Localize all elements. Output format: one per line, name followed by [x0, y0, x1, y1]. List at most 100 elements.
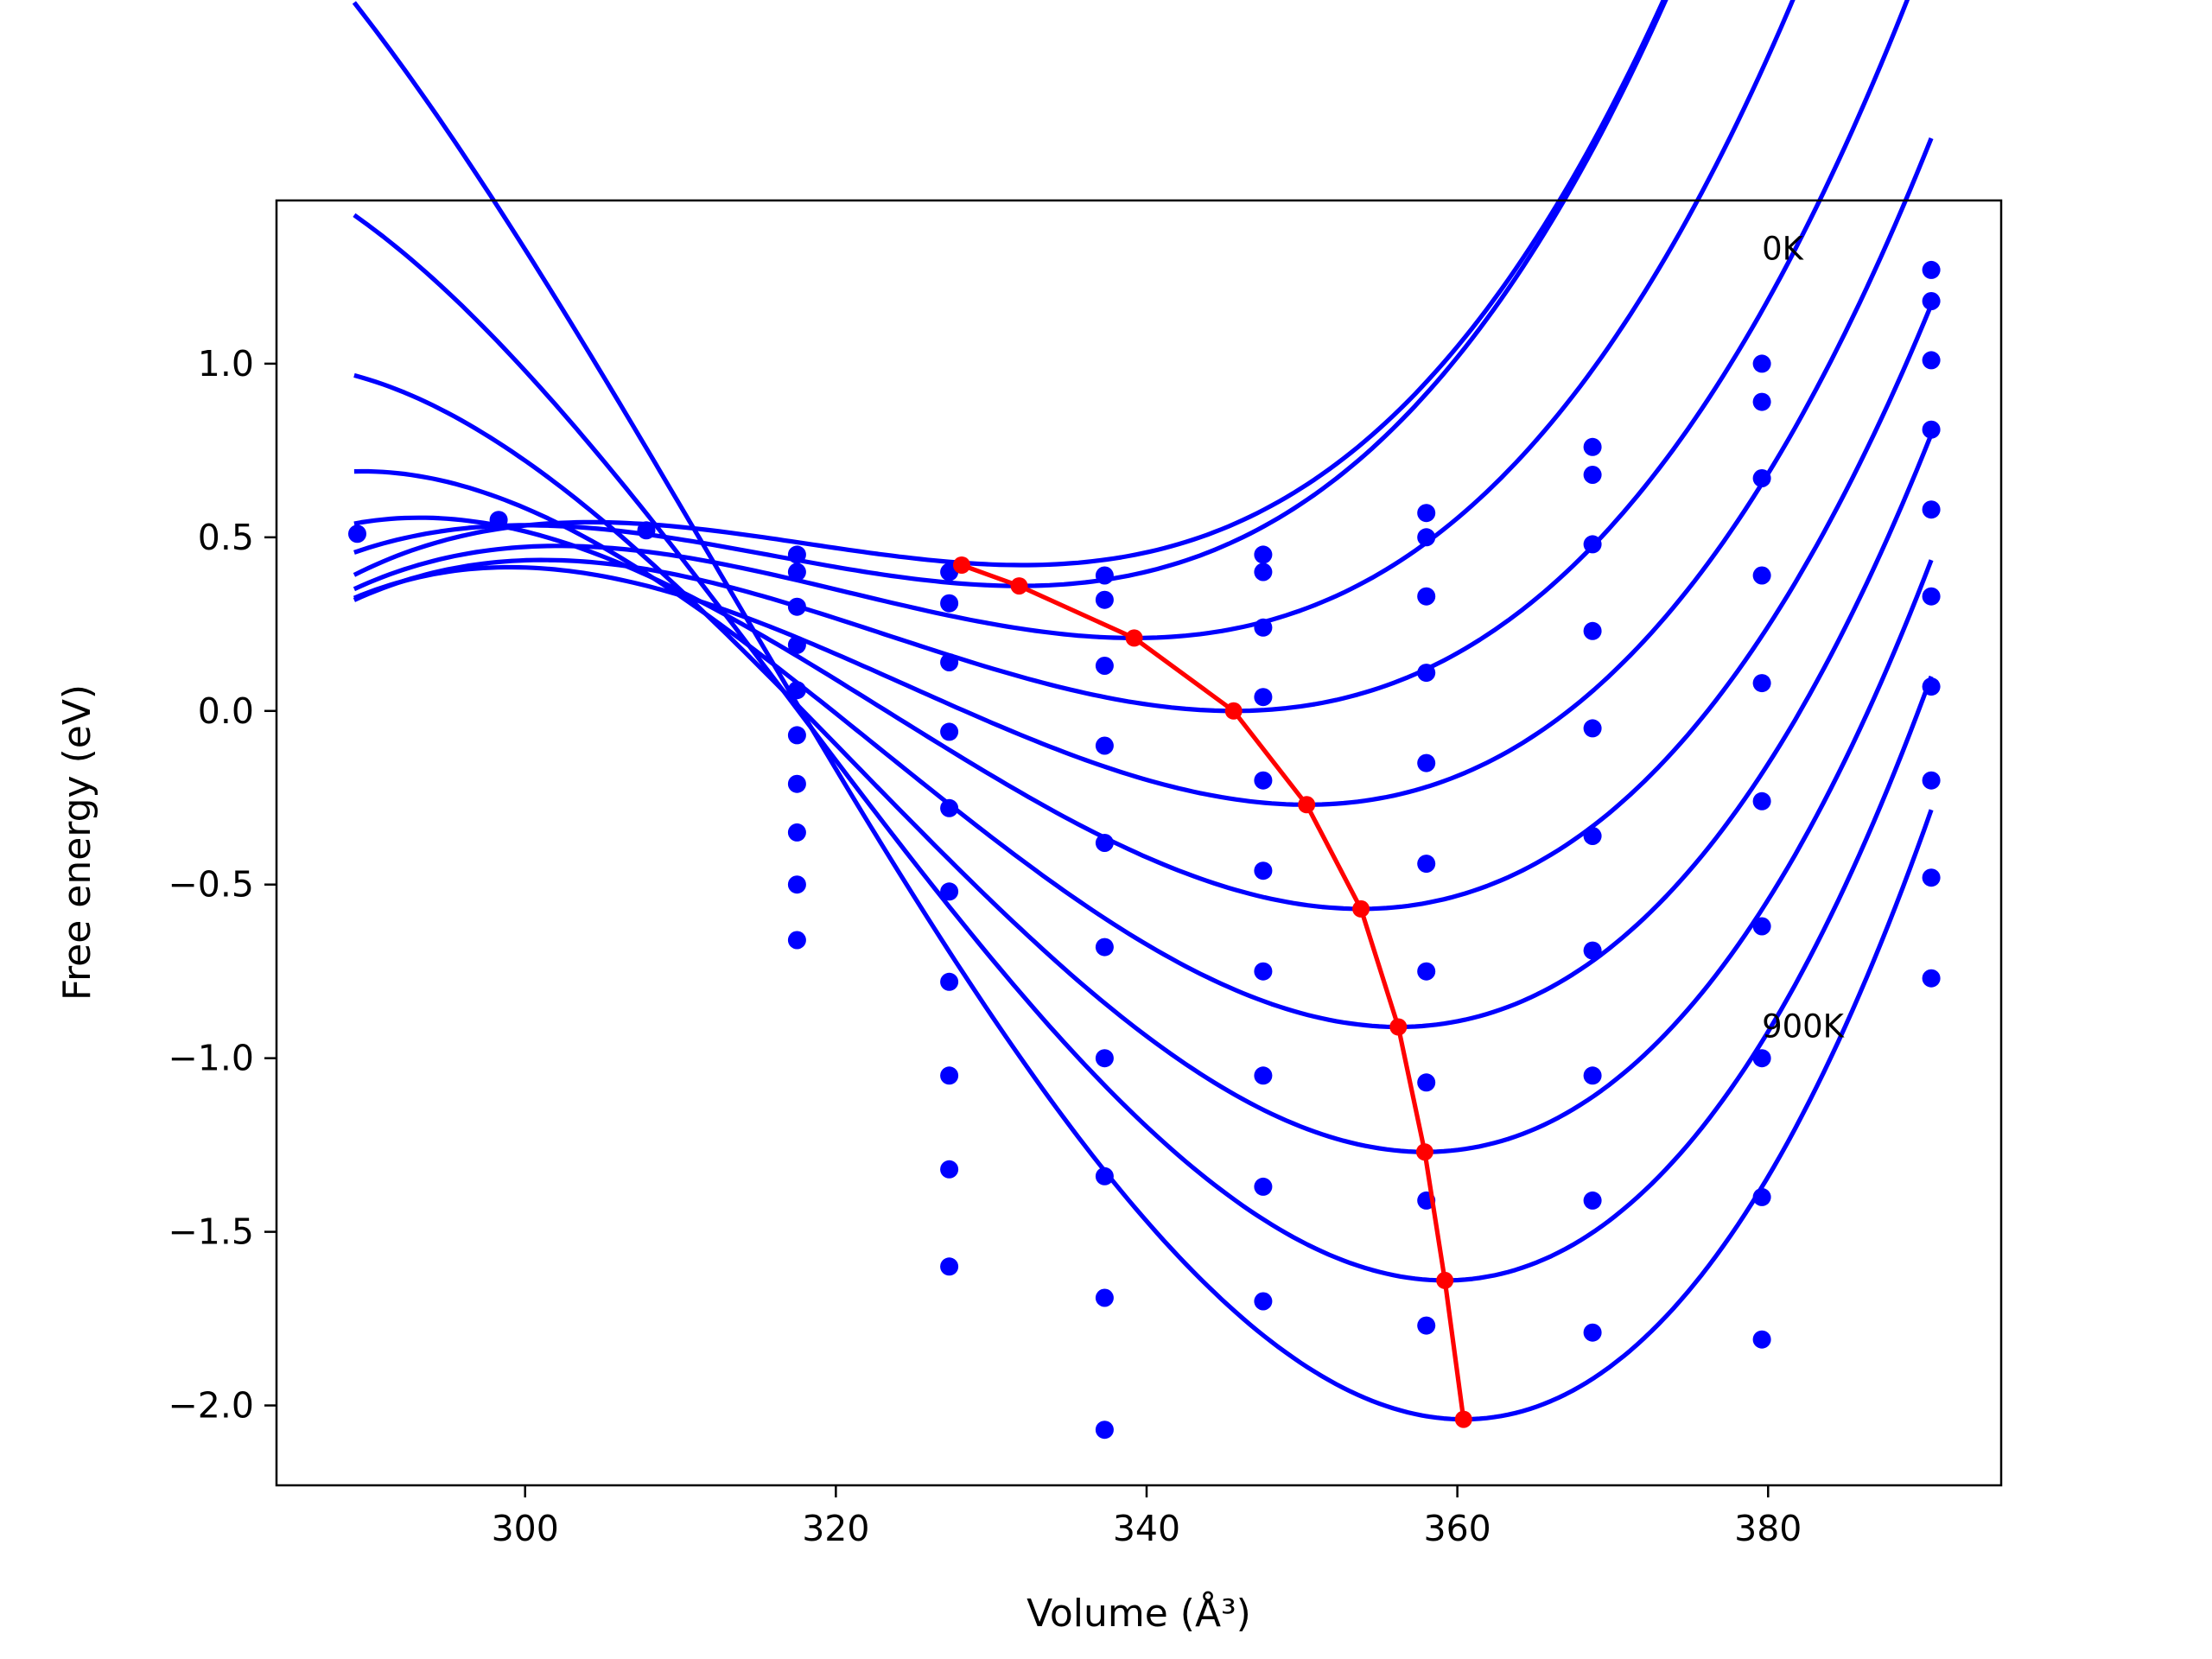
data-point-0K	[1254, 545, 1273, 564]
data-point-400K	[1254, 771, 1273, 790]
data-point-700K	[1095, 1166, 1114, 1185]
data-point-200K	[787, 597, 806, 616]
fit-curve-900K	[352, 1, 1934, 1422]
data-point-100K	[1752, 392, 1771, 411]
data-point-400K	[1583, 719, 1602, 738]
fit-curve-300K	[353, 0, 1910, 714]
data-point-400K	[940, 798, 959, 817]
data-point-900K	[1752, 1330, 1771, 1349]
y-tick-label: −0.5	[168, 864, 254, 906]
data-point-500K	[1095, 938, 1114, 957]
data-point-200K	[940, 653, 959, 671]
data-point-200K	[1752, 469, 1771, 487]
minimum-point	[1415, 1143, 1433, 1161]
data-point-700K	[940, 1066, 959, 1085]
minimum-point	[1436, 1271, 1454, 1289]
data-point-100K	[787, 563, 806, 582]
data-point-300K	[1752, 566, 1771, 585]
data-point-700K	[1583, 1066, 1602, 1085]
data-point-800K	[940, 1160, 959, 1179]
y-tick-label: 0.0	[198, 690, 254, 732]
data-point-400K	[1417, 753, 1436, 772]
data-point-0K	[1752, 354, 1771, 373]
data-point-600K	[1583, 941, 1602, 960]
minimum-point	[1389, 1018, 1408, 1036]
data-point-500K	[787, 726, 806, 745]
data-point-600K	[1922, 677, 1941, 696]
x-tick-label: 360	[1423, 1508, 1491, 1549]
data-point-900K	[1095, 1421, 1114, 1440]
data-point-100K	[1417, 528, 1436, 547]
data-point-200K	[1583, 535, 1602, 554]
data-point-100K	[1583, 466, 1602, 484]
minimum-point	[1125, 629, 1143, 647]
data-point-900K	[1417, 1316, 1436, 1335]
minima-line	[961, 563, 1466, 1420]
curve-annotations: 0K 900K	[1762, 230, 1846, 1045]
data-point-0K	[1417, 504, 1436, 523]
data-point-200K	[1417, 587, 1436, 606]
data-point-100K	[1922, 292, 1941, 310]
data-point-700K	[1752, 1049, 1771, 1068]
data-point-0K	[1583, 437, 1602, 456]
x-axis-ticks: 300 320 340 360 380	[492, 1485, 1802, 1549]
data-point-400K	[1922, 500, 1941, 519]
data-point-300K	[1922, 420, 1941, 439]
y-axis-label: Free energy (eV)	[55, 684, 99, 1001]
fit-curve-600K	[353, 433, 1934, 1030]
curve-annotation: 900K	[1762, 1008, 1846, 1046]
data-point-900K	[1254, 1292, 1273, 1311]
y-axis-ticks: −2.0 −1.5 −1.0 −0.5 0.0 0.5 1.0	[168, 343, 276, 1427]
data-point-300K	[940, 722, 959, 741]
minimum-point	[1454, 1410, 1472, 1428]
data-point-800K	[1922, 868, 1941, 887]
data-point-100K	[1254, 563, 1273, 582]
data-point-0K	[489, 511, 508, 530]
data-point-500K	[1583, 827, 1602, 845]
data-point-200K	[1095, 657, 1114, 675]
fit-curve-500K	[353, 303, 1934, 912]
data-point-0K	[1922, 260, 1941, 279]
data-point-900K	[1922, 969, 1941, 988]
data-point-700K	[787, 823, 806, 842]
fit-curve-0K	[353, 0, 1667, 577]
data-point-300K	[1583, 621, 1602, 640]
minimum-point	[953, 556, 970, 574]
data-point-400K	[1752, 674, 1771, 693]
data-point-700K	[1417, 1073, 1436, 1092]
data-point-700K	[1922, 771, 1941, 790]
data-point-600K	[1095, 1049, 1114, 1068]
data-point-500K	[1922, 587, 1941, 606]
plot-marks	[348, 0, 1941, 1440]
minimum-point	[1298, 796, 1316, 814]
minimum-point	[1224, 702, 1243, 720]
data-point-600K	[787, 774, 806, 793]
curve-annotation: 0K	[1762, 230, 1805, 267]
data-point-500K	[1417, 855, 1436, 874]
y-tick-label: −1.0	[168, 1038, 254, 1079]
fit-curve-400K	[353, 137, 1934, 807]
fit-curve-700K	[353, 372, 1934, 1154]
minimum-point	[1352, 899, 1370, 918]
data-point-200K	[1922, 351, 1941, 370]
data-point-800K	[1752, 1187, 1771, 1206]
data-point-200K	[1254, 618, 1273, 637]
data-point-0K	[787, 545, 806, 564]
data-point-600K	[940, 972, 959, 991]
data-point-600K	[1417, 962, 1436, 981]
data-point-300K	[1095, 736, 1114, 755]
y-tick-label: −1.5	[168, 1211, 254, 1253]
data-point-300K	[1254, 688, 1273, 707]
y-tick-label: 1.0	[198, 343, 254, 385]
y-tick-label: 0.5	[198, 517, 254, 558]
data-point-600K	[1752, 917, 1771, 936]
data-point-600K	[1254, 962, 1273, 981]
data-point-300K	[787, 635, 806, 654]
data-point-800K	[1095, 1288, 1114, 1307]
data-point-0K	[1095, 566, 1114, 585]
data-point-0K	[348, 524, 366, 543]
data-point-100K	[1095, 590, 1114, 609]
data-point-100K	[940, 594, 959, 613]
